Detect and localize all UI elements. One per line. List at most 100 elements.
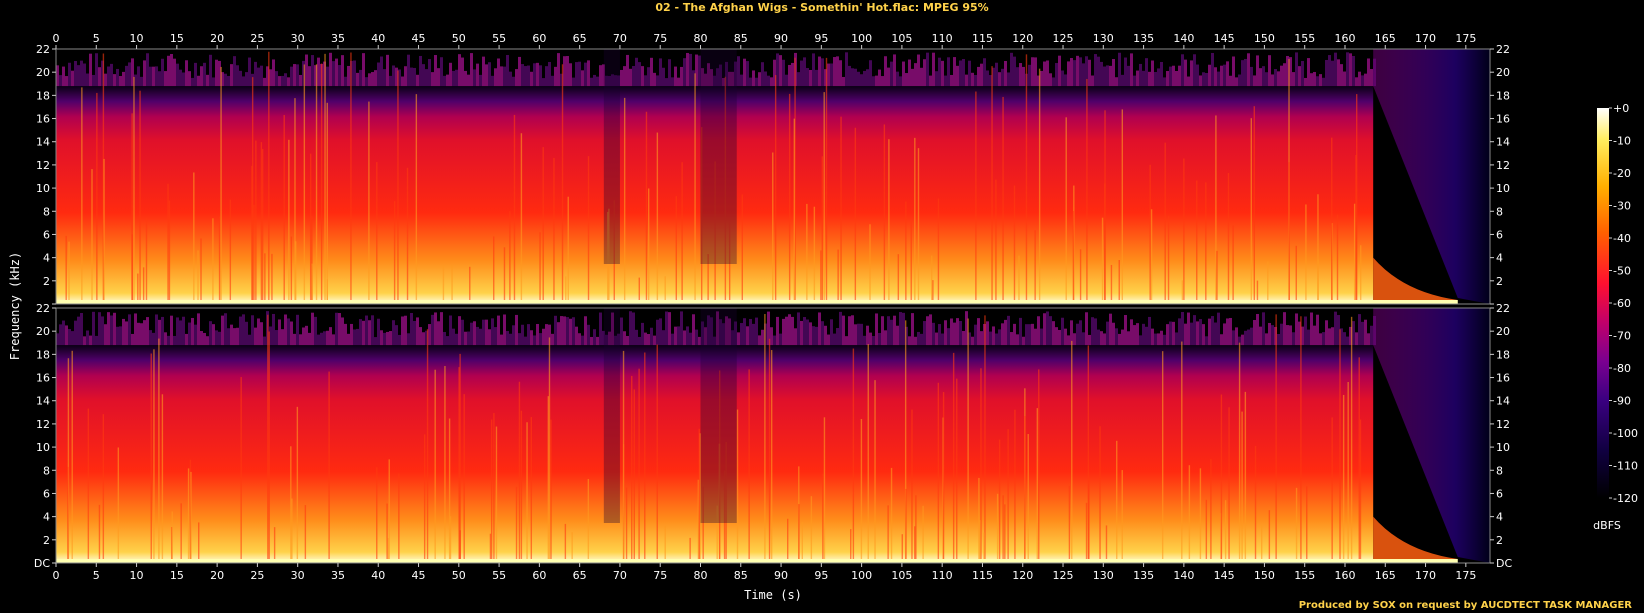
hf-noise-column [782,318,785,346]
hf-noise-column [302,60,305,87]
hf-noise-column [149,66,152,87]
transient-line [520,133,523,304]
hf-noise-column [632,66,635,87]
colorbar-tick-label: -20 [1613,167,1631,180]
hf-noise-column [551,333,554,346]
hf-noise-column [1265,333,1268,346]
hf-noise-column [785,316,788,346]
hf-noise-column [881,316,884,346]
hf-noise-column [1109,65,1112,87]
hf-noise-column [668,59,671,87]
transient-line [1360,245,1362,304]
transient-line [550,419,552,563]
hf-noise-column [83,63,86,87]
hf-noise-column [140,76,143,87]
transient-line [240,377,242,563]
transient-line [142,267,145,304]
hf-noise-column [833,333,836,346]
hf-noise-column [1250,327,1253,346]
hf-noise-column [620,317,623,346]
transient-line [133,76,135,305]
hf-noise-column [98,67,101,87]
hf-noise-column [1247,329,1250,346]
hf-noise-column [1034,328,1037,346]
hf-noise-column [1115,328,1118,346]
hf-noise-column [617,333,620,346]
hf-noise-column [890,319,893,346]
transient-line [200,238,202,304]
hf-noise-column [803,317,806,346]
hf-noise-column [542,328,545,346]
hf-noise-column [146,53,149,87]
hf-noise-column [431,314,434,346]
transient-line [1210,459,1212,563]
hf-noise-column [110,63,113,87]
hf-noise-column [278,319,281,346]
x-tick-label: 120 [1012,569,1033,582]
hf-noise-column [398,334,401,346]
hf-noise-column [485,64,488,87]
hf-noise-column [101,316,104,346]
y-tick-label: 14 [1496,136,1510,149]
fade-out-region [1373,308,1490,563]
hf-noise-column [776,316,779,346]
hf-noise-column [332,61,335,87]
transient-line [1339,329,1341,563]
hf-noise-column [413,67,416,87]
hf-noise-column [1196,321,1199,346]
hf-noise-column [587,324,590,346]
hf-noise-column [1331,60,1334,87]
hf-noise-column [1256,313,1259,346]
transient-line [264,253,266,304]
hf-noise-column [1229,317,1232,346]
hf-noise-column [539,65,542,87]
transient-line [793,118,796,304]
transient-line [700,127,703,304]
hf-noise-column [509,71,512,87]
hf-noise-column [860,74,863,87]
hf-noise-column [611,312,614,346]
colorbar: +0 -10 -20 -30 -40 -50 -60 -70 -80 -90 -100 -110 -12… [1597,102,1638,505]
transient-line [699,433,701,563]
hf-noise-column [131,333,134,346]
hf-noise-column [662,67,665,87]
x-tick-label: 105 [891,569,912,582]
hf-noise-column [62,320,65,346]
hf-noise-column [1103,333,1106,346]
hf-noise-column [1214,67,1217,87]
hf-noise-column [1241,60,1244,87]
hf-noise-column [506,331,509,346]
hf-noise-column [1304,316,1307,346]
hf-noise-column [293,333,296,346]
hf-noise-column [164,71,167,87]
hf-noise-column [311,312,314,346]
transient-line [495,426,498,563]
hf-noise-column [1355,77,1358,87]
hf-noise-column [380,56,383,87]
quiet-gap [700,308,737,523]
transient-line [1268,510,1271,563]
colorbar-tick-label: -30 [1613,200,1631,213]
transient-line [459,530,461,563]
hf-noise-column [833,57,836,87]
hf-noise-column [464,331,467,346]
hf-noise-column [281,329,284,346]
hf-noise-column [491,318,494,346]
hf-noise-column [302,327,305,346]
x-tick-label: 175 [1455,569,1476,582]
hf-noise-column [182,72,185,87]
transient-line [1359,419,1362,563]
fade-low-energy [1373,516,1458,563]
hf-noise-column [386,54,389,87]
hf-noise-column [614,75,617,87]
hf-noise-column [1085,56,1088,87]
hf-noise-column [1214,322,1217,346]
x-tick-label: 115 [972,32,993,45]
hf-noise-column [1094,54,1097,87]
hf-noise-column [1055,327,1058,346]
y-tick-label: 18 [1496,348,1510,361]
transient-line [698,428,700,563]
hf-noise-column [566,56,569,87]
hf-noise-column [317,57,320,87]
hf-noise-column [1283,63,1286,87]
